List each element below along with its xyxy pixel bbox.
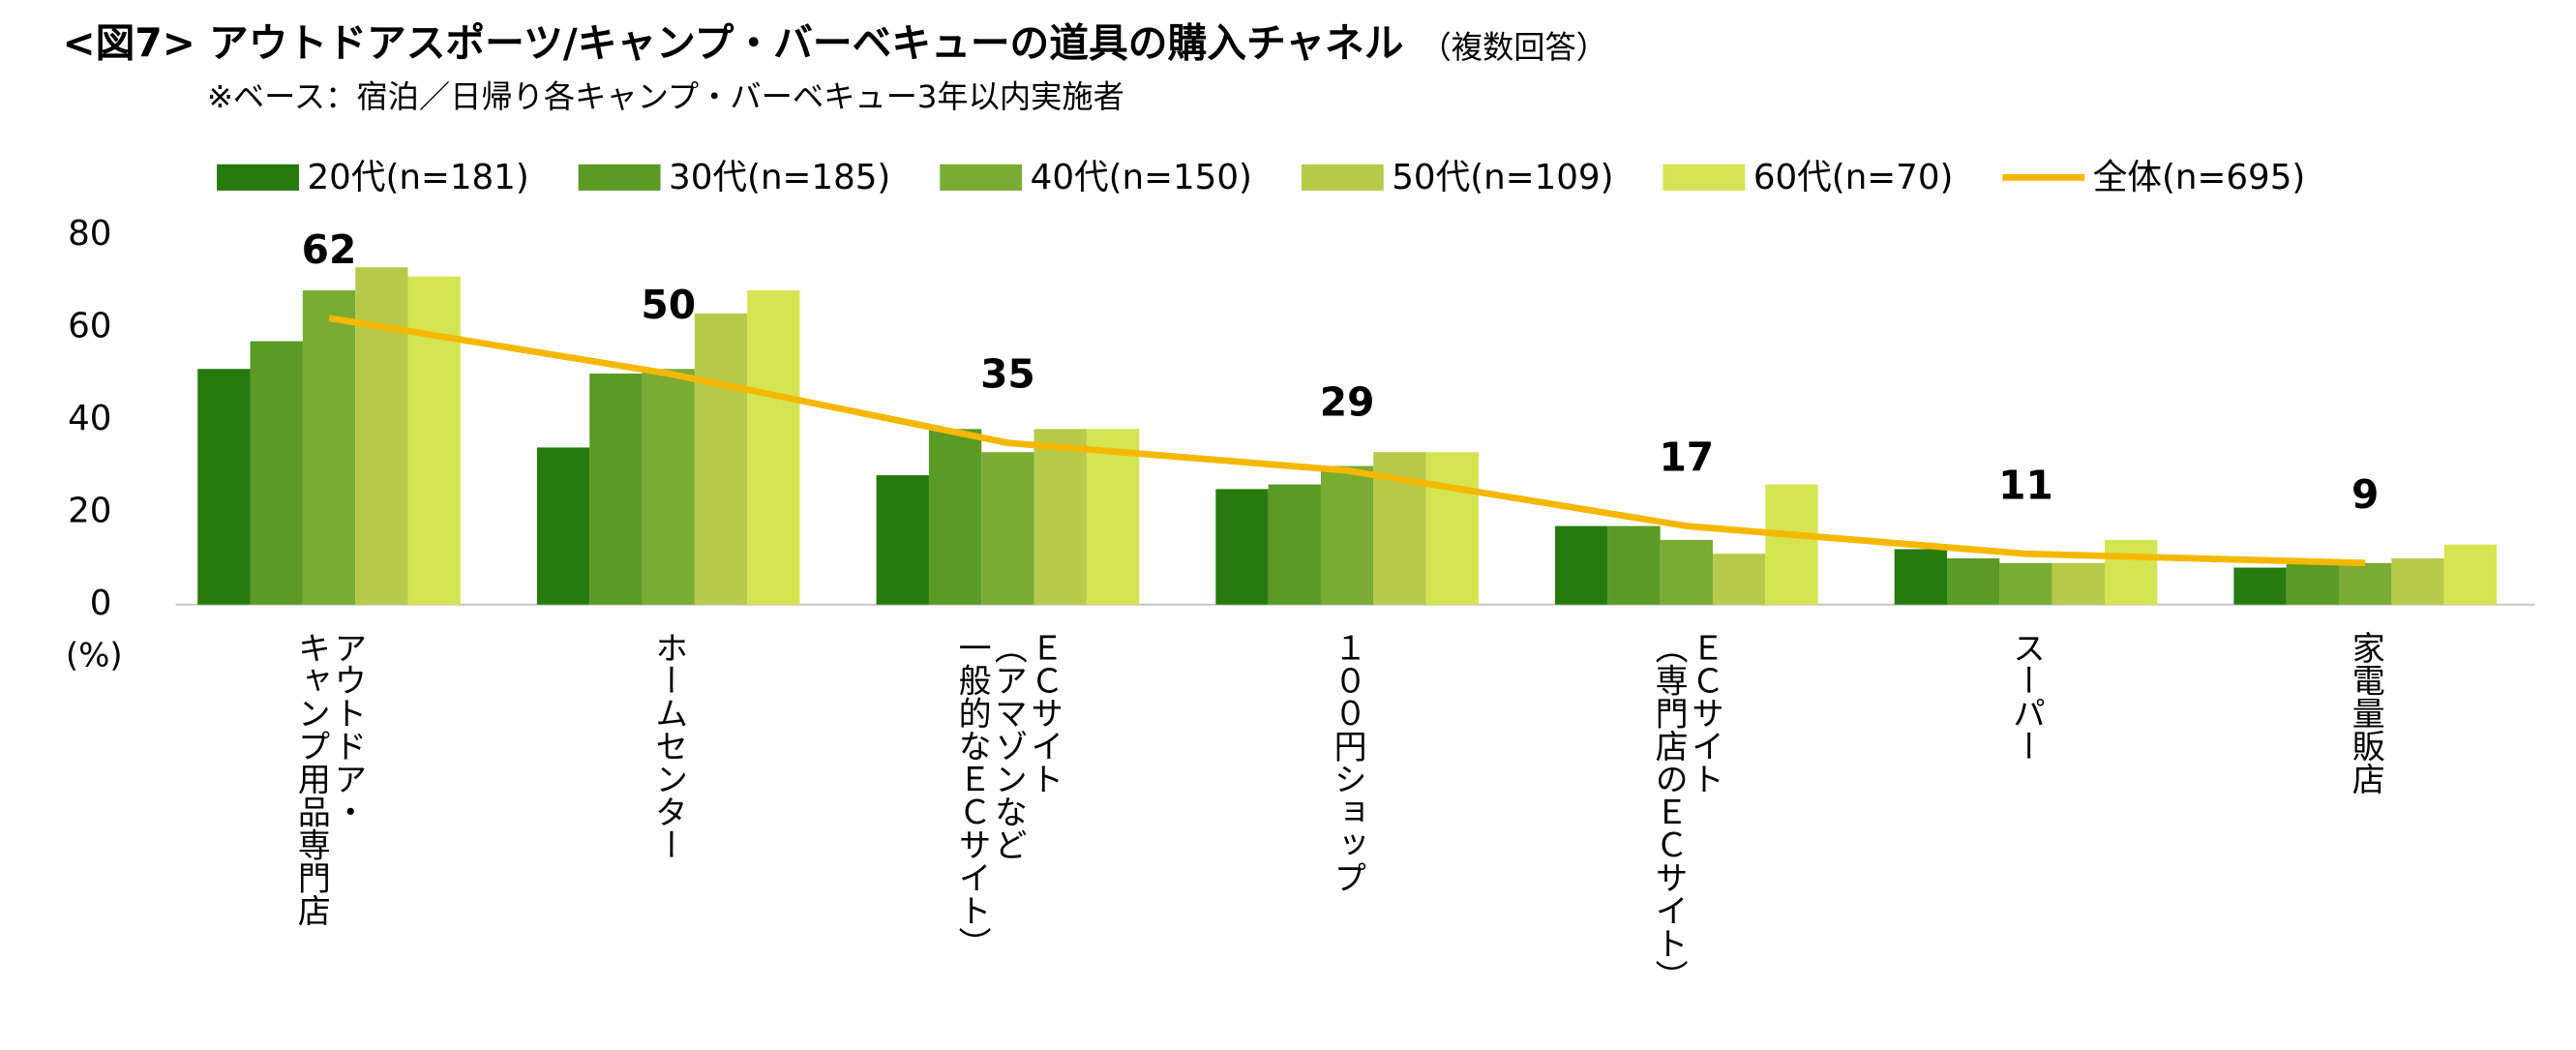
bar [694, 313, 748, 605]
legend-label: 60代(n=70) [1753, 158, 1954, 197]
legend-label: 50代(n=109) [1392, 158, 1613, 197]
data-label: 62 [302, 226, 357, 273]
legend-swatch [940, 164, 1023, 191]
x-tick-label: 家電量販店 [2346, 631, 2384, 795]
legend-swatch [1301, 164, 1384, 191]
bar [1425, 452, 1479, 605]
bar [589, 374, 643, 605]
bar [642, 369, 695, 605]
legend-swatch [217, 164, 299, 191]
x-tick-label: １００円ショップ [1328, 631, 1366, 894]
y-tick-label: 0 [90, 584, 112, 623]
y-tick-label: 40 [68, 399, 111, 438]
legend-swatch [578, 164, 661, 191]
bar [2339, 562, 2392, 605]
data-label: 35 [980, 351, 1035, 398]
bar [876, 475, 929, 605]
data-label: 29 [1320, 378, 1375, 425]
subtitle: ※ベース：宿泊／日帰り各キャンプ・バーベキュー3年以内実施者 [207, 78, 1124, 115]
bar [536, 447, 590, 605]
bar [2233, 567, 2287, 605]
bar [1320, 465, 1374, 605]
x-tick-label: スーパー [2007, 631, 2046, 763]
bar [1268, 484, 1321, 605]
bar [1712, 554, 1766, 605]
data-label: 11 [1998, 462, 2053, 508]
legend-swatch [1662, 164, 1746, 191]
data-label: 17 [1659, 435, 1714, 481]
bar [2286, 562, 2340, 605]
bar [1765, 484, 1818, 605]
bar [250, 341, 303, 605]
bar [747, 290, 800, 605]
bar [1660, 539, 1713, 605]
bar [1086, 429, 1140, 605]
bar [1894, 549, 1948, 605]
legend-label: 20代(n=181) [307, 158, 528, 197]
legend-label: 全体(n=695) [2093, 158, 2306, 197]
bar [355, 267, 408, 605]
data-label: 50 [641, 282, 696, 328]
y-tick-label: 80 [68, 214, 111, 254]
bar [1999, 562, 2052, 605]
bar [407, 276, 461, 605]
data-label: 9 [2351, 471, 2379, 518]
x-tick-label: （専門店のＥＣサイト） [1649, 631, 1688, 992]
bar [928, 429, 982, 605]
y-tick-label: 20 [68, 491, 111, 530]
chart-title: <図7> アウトドアスポーツ/キャンプ・バーベキューの道具の購入チャネル [63, 20, 1404, 67]
title-note: （複数回答） [1420, 29, 1607, 66]
x-tick-label: ＥＣサイト [1025, 631, 1063, 795]
bar [2391, 558, 2444, 605]
y-unit: (%) [66, 637, 123, 675]
bar [2104, 539, 2158, 605]
bar [1554, 525, 1608, 605]
legend-label: 40代(n=150) [1031, 158, 1252, 197]
bar [1947, 558, 2000, 605]
bar [1607, 525, 1661, 605]
bar [1215, 489, 1269, 605]
x-tick-label: （アマゾンなど [988, 631, 1027, 861]
x-tick-label: ホームセンター [649, 631, 688, 861]
x-tick-label: キャンプ用品専門店 [291, 631, 330, 927]
x-tick-label: ＥＣサイト [1685, 631, 1723, 795]
bar [302, 290, 356, 605]
x-tick-label: 一般的なＥＣサイト） [952, 631, 991, 960]
bar [1033, 429, 1087, 605]
bar [2052, 562, 2105, 605]
y-tick-label: 60 [68, 306, 111, 345]
x-tick-label: アウトドア・ [328, 631, 367, 828]
legend-label: 30代(n=185) [669, 158, 890, 197]
bar [981, 452, 1034, 605]
bar [2443, 544, 2498, 605]
bar [197, 369, 251, 605]
line [328, 315, 2366, 567]
